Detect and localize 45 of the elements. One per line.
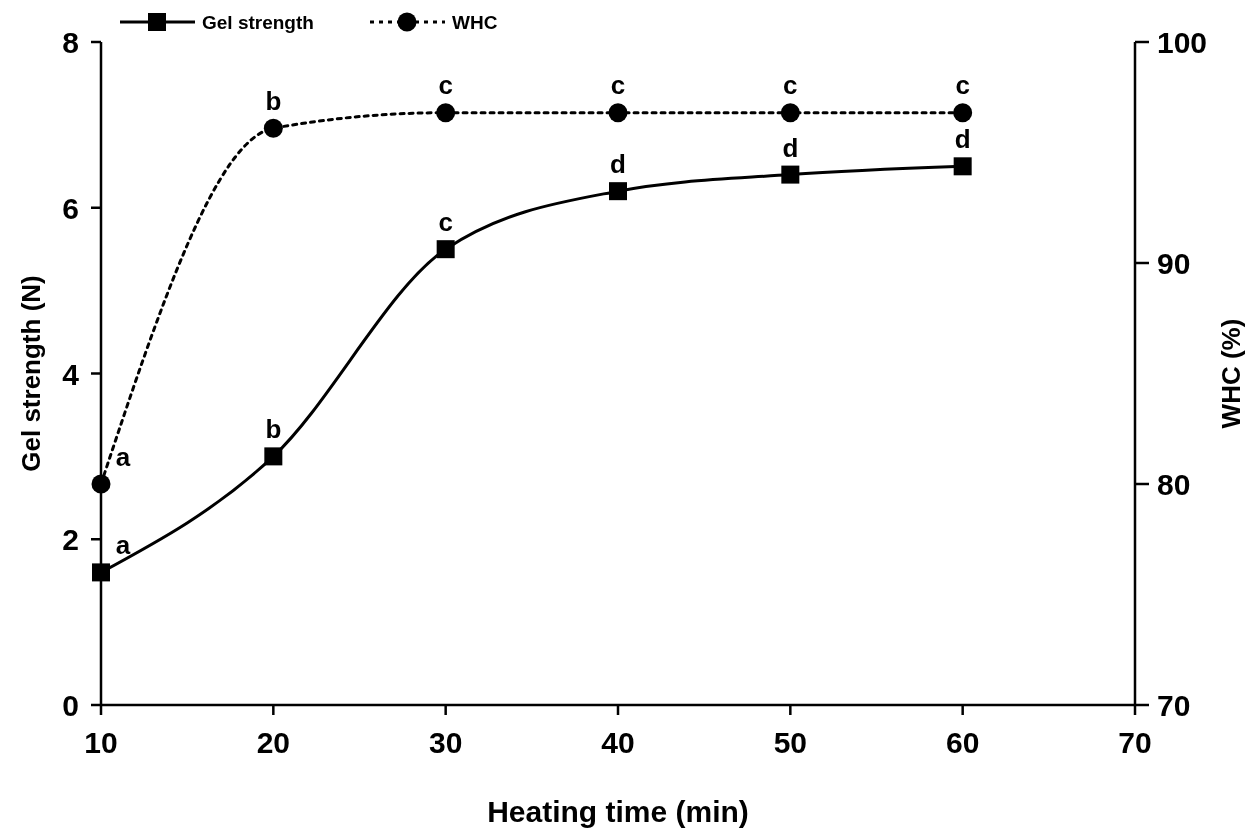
point <box>953 103 973 123</box>
annotation: a <box>115 530 131 561</box>
x-tick-label: 30 <box>428 726 463 759</box>
x-tick-label: 60 <box>945 726 980 759</box>
point <box>953 157 972 176</box>
y2-tick-label: 80 <box>1157 468 1191 501</box>
annotation: c <box>955 70 970 101</box>
y2-tick-label: 100 <box>1157 26 1208 59</box>
point <box>609 182 627 201</box>
x-tick-label: 10 <box>84 726 118 759</box>
point <box>780 103 800 123</box>
point <box>781 165 800 184</box>
y-tick-label: 8 <box>62 26 79 59</box>
annotation: c <box>438 207 453 238</box>
point <box>263 118 283 138</box>
y2-tick-label: 90 <box>1157 247 1191 280</box>
x-axis-title: Heating time (min) <box>487 795 749 828</box>
y2-axis-title: WHC (%) <box>1216 318 1246 429</box>
point <box>92 563 110 582</box>
annotation: a <box>115 441 131 472</box>
point <box>264 447 283 466</box>
y2-tick-label: 70 <box>1157 689 1191 722</box>
point <box>608 103 628 123</box>
annotation: d <box>610 149 626 180</box>
x-tick-label: 70 <box>1118 726 1152 759</box>
annotation: b <box>265 86 282 117</box>
y-tick-label: 4 <box>62 357 80 391</box>
annotation: d <box>954 124 971 155</box>
legend-label: WHC <box>452 12 498 33</box>
y-tick-label: 6 <box>62 191 79 225</box>
point <box>436 240 455 259</box>
y-axis-title: Gel strength (N) <box>16 275 46 472</box>
point <box>91 474 111 494</box>
x-tick-label: 50 <box>773 726 808 759</box>
annotation: b <box>265 414 282 445</box>
annotation: d <box>782 132 799 163</box>
annotation: c <box>610 70 626 101</box>
legend-label: Gel strength <box>202 12 314 33</box>
annotation: c <box>438 70 453 101</box>
x-tick-label: 20 <box>256 726 291 759</box>
annotation: c <box>783 70 798 101</box>
point <box>436 103 456 123</box>
y-tick-label: 2 <box>62 523 79 557</box>
y-tick-label: 0 <box>62 689 79 722</box>
x-tick-label: 40 <box>601 726 635 759</box>
